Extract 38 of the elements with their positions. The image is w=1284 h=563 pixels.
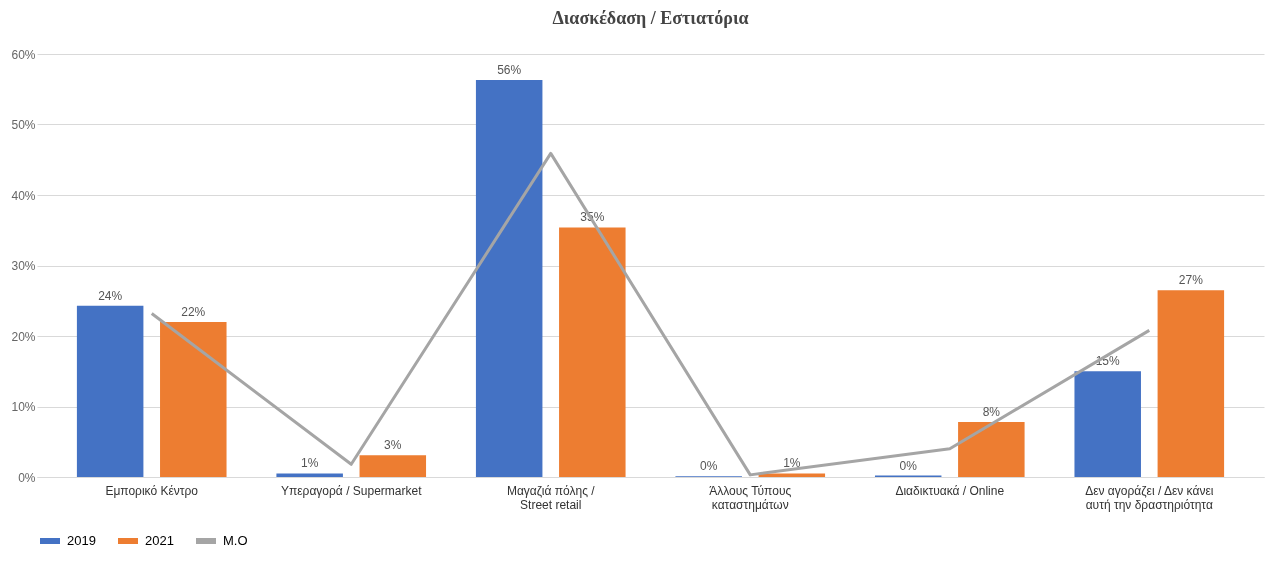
bar <box>359 455 427 477</box>
y-tick-label: 10% <box>11 400 36 414</box>
data-label: 24% <box>98 288 123 303</box>
x-tick-label: Δεν αγοράζει / Δεν κάνει αυτή την δραστηριότητα <box>1085 483 1214 512</box>
chart-title: Διασκέδαση / Εστιατόρια <box>552 8 749 28</box>
x-tick-label: Εμπορικό Κέντρο <box>105 483 199 498</box>
bar <box>1074 371 1141 477</box>
line-series <box>150 151 1151 477</box>
bar <box>559 227 626 477</box>
bar <box>1157 290 1225 477</box>
data-label: 8% <box>982 405 1001 420</box>
y-tick-label: 60% <box>11 47 36 62</box>
x-tick-label: Διαδικτυακά / Online <box>895 483 1005 498</box>
x-tick-label: Μαγαζιά πόλης / Street retail <box>506 483 596 512</box>
bar <box>276 473 343 477</box>
legend-label: 2019 <box>67 533 96 548</box>
bar <box>958 422 1025 477</box>
data-label: 3% <box>384 438 402 453</box>
x-tick-label: Άλλους Τύπους καταστημάτων <box>709 483 792 512</box>
data-label: 22% <box>181 304 206 319</box>
data-label: 56% <box>497 63 522 78</box>
bar <box>160 321 227 477</box>
bar <box>475 80 543 477</box>
y-tick-label: 0% <box>18 470 36 485</box>
y-tick-label: 20% <box>11 329 36 344</box>
data-label: 0% <box>700 459 718 474</box>
x-tick-label: Υπεραγορά / Supermarket <box>280 483 423 498</box>
data-label: 1% <box>783 456 801 471</box>
y-tick-label: 40% <box>11 188 36 203</box>
y-tick-label: 50% <box>11 118 36 132</box>
bar <box>758 473 826 477</box>
data-label: 1% <box>300 456 319 471</box>
bar <box>76 305 144 477</box>
legend-label: M.O <box>223 533 248 548</box>
data-label: 0% <box>899 458 918 473</box>
legend-label: 2021 <box>145 533 174 548</box>
y-tick-label: 30% <box>11 259 36 273</box>
data-label: 27% <box>1178 273 1204 288</box>
